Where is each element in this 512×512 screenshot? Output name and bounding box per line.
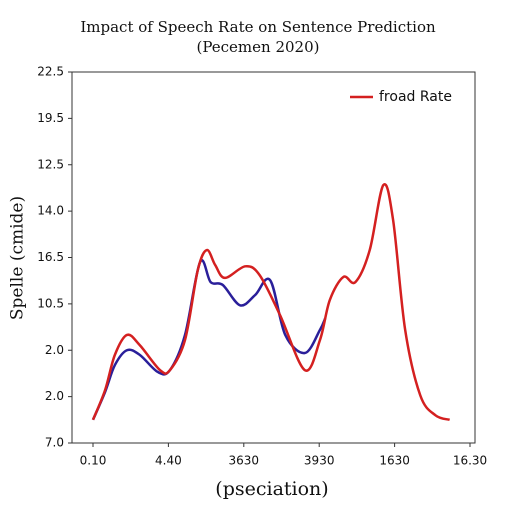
line-series	[91, 259, 327, 421]
y-tick-label: 14.0	[37, 204, 64, 218]
y-tick-label: 22.5	[37, 65, 64, 79]
x-tick-label: 1630	[379, 454, 410, 468]
legend-label: froad Rate	[379, 89, 452, 105]
x-tick-label: 3930	[304, 454, 335, 468]
y-tick-label: 10.5	[37, 296, 64, 310]
x-tick-label: 4.40	[155, 454, 182, 468]
x-tick-label: 0.10	[80, 454, 107, 468]
chart-subtitle: (Pecemen 2020)	[197, 38, 320, 56]
y-tick-label: 19.5	[37, 111, 64, 125]
y-tick-label: 2.0	[45, 343, 64, 357]
y-tick-label: 12.5	[37, 157, 64, 171]
x-axis-label: (pseciation)	[215, 478, 328, 500]
y-tick-label: 2.0	[45, 389, 64, 403]
chart-title: Impact of Speech Rate on Sentence Predic…	[80, 18, 436, 36]
y-tick-label: 7.0	[45, 436, 64, 450]
y-tick-label: 16.5	[37, 250, 64, 264]
y-axis-label: Spelle (cmide)	[8, 196, 28, 320]
line-series	[91, 182, 451, 422]
x-tick-label: 3630	[229, 454, 260, 468]
plot-frame	[71, 71, 476, 444]
x-tick-label: 16.30	[453, 454, 487, 468]
